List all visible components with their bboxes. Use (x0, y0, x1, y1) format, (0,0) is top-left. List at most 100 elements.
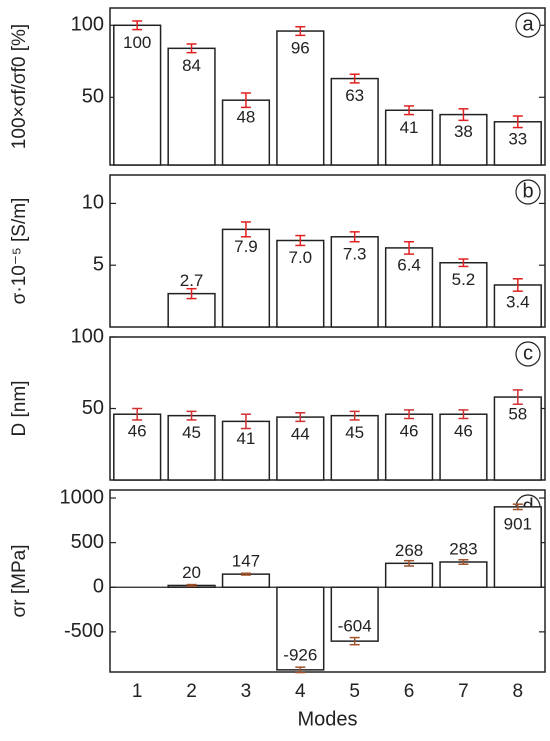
y-axis-label: 100×σf/σf0 [%] (9, 24, 30, 149)
panel-badge (515, 12, 541, 38)
value-label: 901 (504, 514, 532, 533)
x-tick-label: 7 (458, 681, 469, 702)
error-bar (349, 410, 360, 421)
y-axis-label: σ·10⁻⁵ [S/m] (9, 198, 30, 305)
panel-badge (515, 341, 541, 367)
y-axis-label: D [nm] (9, 381, 30, 437)
error-bar (295, 666, 306, 674)
error-bar (404, 559, 415, 567)
value-label: 63 (345, 86, 364, 105)
value-label: 48 (236, 108, 255, 127)
error-bar (240, 92, 251, 109)
x-tick-label: 2 (186, 681, 197, 702)
bar (330, 77, 379, 166)
bar (276, 30, 325, 166)
error-bar (240, 221, 251, 238)
error-bar (132, 407, 143, 421)
panel-frame (109, 174, 546, 328)
error-bar (512, 503, 523, 511)
y-tick-label: 5 (93, 253, 104, 275)
x-tick-label: 8 (513, 681, 524, 702)
value-label: 268 (395, 541, 423, 560)
bar (221, 228, 271, 328)
panel-label: b (522, 180, 533, 202)
bar (221, 573, 271, 588)
bar (330, 236, 379, 328)
value-label: -926 (283, 645, 317, 664)
error-bar (295, 234, 306, 247)
y-tick-label: 50 (82, 397, 104, 419)
bar (221, 99, 271, 166)
value-label: 3.4 (506, 292, 530, 311)
error-bar (349, 636, 360, 646)
x-tick-label: 1 (132, 681, 143, 702)
value-label: 41 (236, 429, 255, 448)
value-label: 96 (291, 39, 310, 58)
y-axis-label: σr [MPa] (9, 545, 30, 618)
value-label: 7.9 (234, 237, 258, 256)
error-bar (458, 258, 469, 268)
x-tick-label: 5 (349, 681, 360, 702)
y-tick-label: 1000 (60, 486, 105, 508)
value-label: 283 (449, 539, 477, 558)
error-bar (512, 115, 523, 129)
error-bar (404, 240, 415, 255)
value-label: 100 (123, 33, 151, 52)
error-bar (458, 409, 469, 420)
error-bar (295, 412, 306, 423)
value-label: 41 (400, 118, 419, 137)
value-label: 2.7 (180, 271, 204, 290)
value-label: 6.4 (397, 255, 421, 274)
error-bar (458, 559, 469, 565)
error-bar (132, 20, 143, 31)
y-tick-label: 10 (82, 192, 104, 214)
value-label: 20 (182, 563, 201, 582)
bar (221, 420, 271, 481)
panel-frame (109, 7, 546, 166)
bar (113, 24, 162, 166)
error-bar (240, 572, 251, 576)
value-label: 33 (508, 129, 527, 148)
value-label: 7.3 (343, 244, 367, 263)
value-label: 46 (128, 422, 147, 441)
y-tick-label: 50 (82, 86, 104, 108)
error-bar (349, 231, 360, 243)
error-bar (349, 73, 360, 84)
error-bar (512, 278, 523, 292)
bar (276, 239, 325, 328)
error-bar (512, 389, 523, 405)
value-label: 45 (182, 423, 201, 442)
value-label: 45 (345, 423, 364, 442)
y-tick-label: 500 (71, 531, 104, 553)
value-label: 46 (454, 422, 473, 441)
bar (167, 47, 216, 166)
bar (439, 413, 488, 481)
error-bar (458, 108, 469, 122)
value-label: 44 (291, 425, 310, 444)
error-bar (186, 43, 197, 54)
bar (384, 109, 434, 166)
y-tick-label: 100 (71, 14, 104, 36)
value-label: 147 (232, 552, 260, 571)
panel-badge (515, 179, 541, 205)
panel-label: c (523, 342, 533, 364)
x-tick-label: 3 (241, 681, 252, 702)
bar (439, 561, 488, 588)
value-label: 46 (400, 422, 419, 441)
bar (113, 413, 162, 481)
bar (439, 261, 488, 328)
error-bar (404, 105, 415, 116)
y-tick-label: -500 (64, 620, 104, 642)
x-tick-label: 4 (295, 681, 306, 702)
x-axis-label: Modes (297, 708, 357, 730)
panel-frame (109, 489, 546, 673)
value-label: 58 (508, 405, 527, 424)
error-bar (240, 413, 251, 430)
value-label: 5.2 (452, 270, 476, 289)
y-tick-label: 0 (93, 576, 104, 598)
value-label: -604 (338, 617, 372, 636)
error-bar (295, 25, 306, 37)
value-label: 84 (182, 56, 201, 75)
bar (276, 586, 325, 671)
